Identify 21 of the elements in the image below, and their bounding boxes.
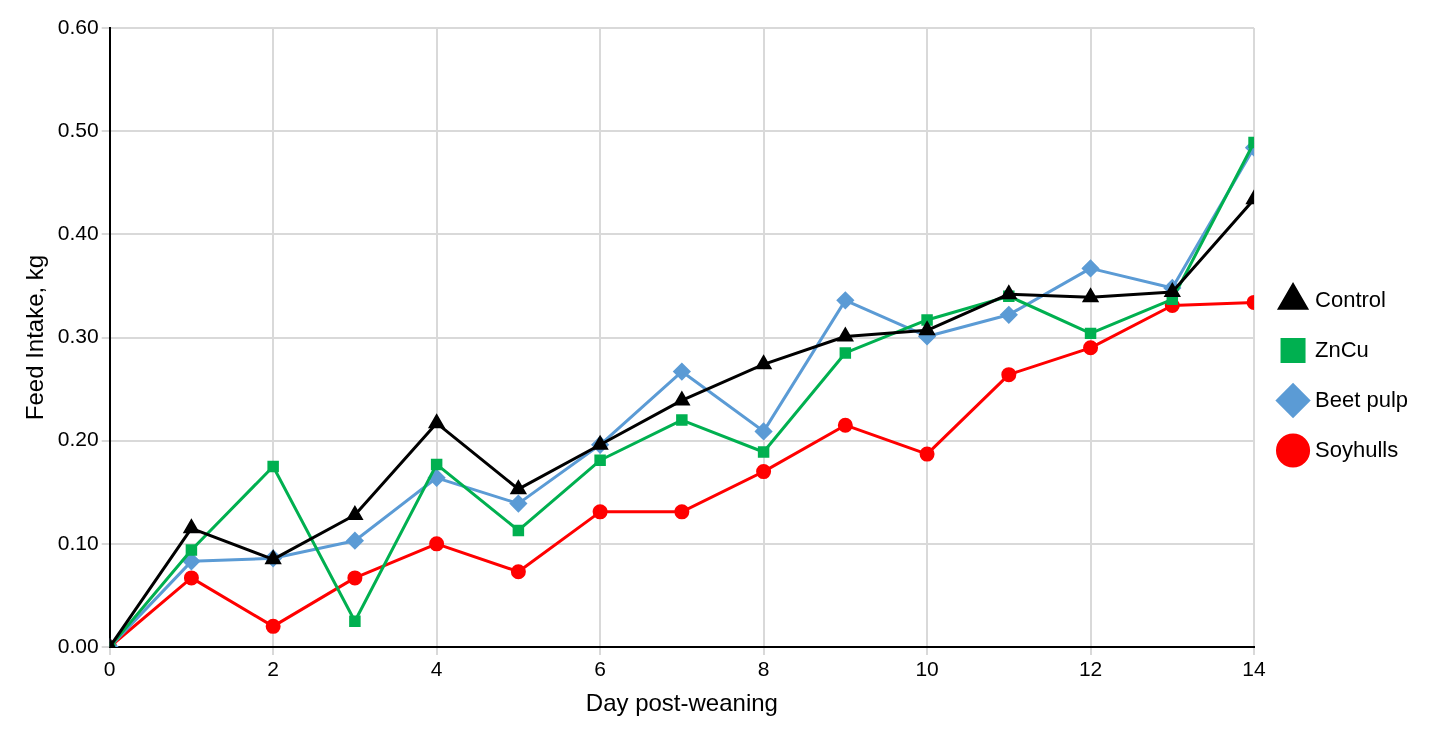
x-tick-label: 8	[757, 657, 770, 681]
x-tick-label: 10	[915, 657, 939, 681]
y-axis-title: Feed Intake, kg	[21, 254, 49, 421]
x-tick-label: 6	[594, 657, 606, 681]
legend-label: ZnCu	[1315, 336, 1369, 362]
y-tick-label: 0.60	[57, 14, 99, 38]
y-tick-label: 0.00	[57, 633, 99, 657]
x-tick-label: 12	[1078, 657, 1103, 681]
y-tick-label: 0.50	[57, 117, 99, 141]
x-axis-title: Day post-weaning	[585, 689, 778, 717]
x-tick-label: 4	[430, 657, 443, 681]
y-tick-label: 0.40	[57, 221, 99, 245]
y-tick-label: 0.10	[57, 530, 99, 554]
x-tick-label: 2	[267, 657, 279, 681]
legend-label: Control	[1315, 286, 1386, 312]
x-tick-label: 0	[103, 657, 116, 681]
legend-label: Beet pulp	[1315, 386, 1409, 412]
x-tick-label: 14	[1242, 657, 1267, 681]
y-tick-label: 0.20	[57, 427, 99, 451]
legend-label: Soyhulls	[1315, 436, 1399, 462]
y-tick-label: 0.30	[57, 324, 99, 348]
